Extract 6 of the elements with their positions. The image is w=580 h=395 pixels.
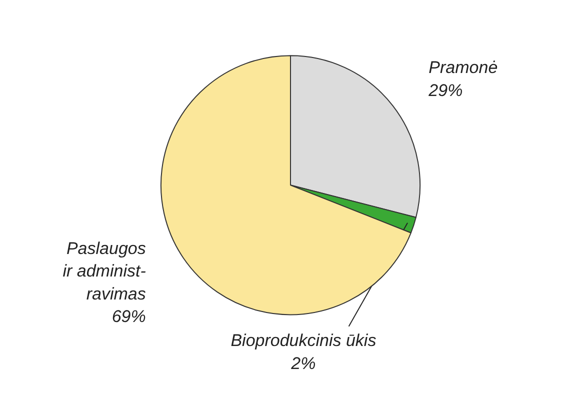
slice-label: Pramonė: [428, 58, 498, 78]
data-label: 69%: [112, 307, 146, 326]
slice-label: Bioprodukcinis ūkis: [230, 331, 377, 350]
slice-label: Paslaugos ir administ- ravimas: [62, 238, 146, 304]
data-label: 29%: [428, 80, 463, 100]
data-label: 2%: [290, 354, 316, 373]
